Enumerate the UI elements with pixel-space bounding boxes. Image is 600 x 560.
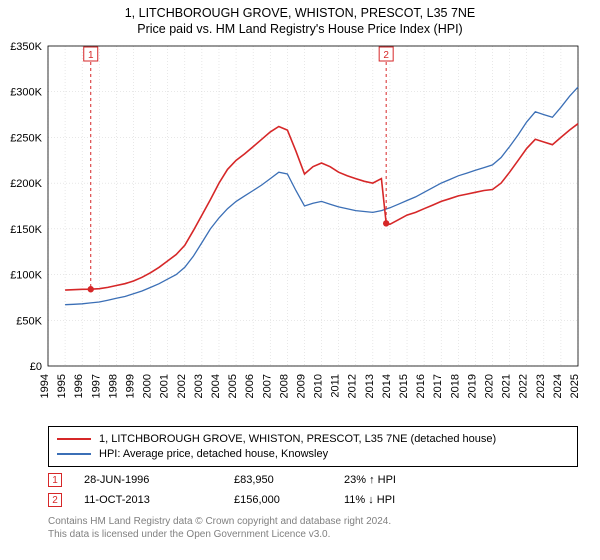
svg-text:2016: 2016: [415, 374, 427, 398]
svg-text:£150K: £150K: [10, 224, 42, 236]
svg-text:2013: 2013: [364, 374, 376, 398]
svg-text:2020: 2020: [484, 374, 496, 398]
sale-price: £83,950: [234, 474, 344, 486]
svg-text:2008: 2008: [278, 374, 290, 398]
credits-line-1: Contains HM Land Registry data © Crown c…: [48, 516, 578, 529]
svg-text:1996: 1996: [73, 374, 85, 398]
legend-swatch: [57, 438, 91, 440]
svg-text:2011: 2011: [330, 374, 342, 398]
svg-text:2002: 2002: [176, 374, 188, 398]
svg-text:£50K: £50K: [16, 315, 42, 327]
sale-hpi-delta: 11% ↓ HPI: [344, 494, 464, 506]
sale-badge: 1: [48, 473, 62, 487]
svg-text:2014: 2014: [381, 374, 393, 398]
svg-text:2024: 2024: [552, 374, 564, 398]
sale-hpi-delta: 23% ↑ HPI: [344, 474, 464, 486]
svg-text:2001: 2001: [159, 374, 171, 398]
credits-line-2: This data is licensed under the Open Gov…: [48, 529, 578, 542]
svg-text:2004: 2004: [210, 374, 222, 398]
svg-text:2021: 2021: [501, 374, 513, 398]
svg-text:£200K: £200K: [10, 178, 42, 190]
price-line-chart: £0£50K£100K£150K£200K£250K£300K£350K1994…: [48, 46, 578, 396]
sale-row: 1 28-JUN-1996£83,95023% ↑ HPI: [48, 470, 578, 490]
credits: Contains HM Land Registry data © Crown c…: [48, 516, 578, 541]
svg-text:1999: 1999: [124, 374, 136, 398]
svg-text:1995: 1995: [56, 374, 68, 398]
title-subtitle: Price paid vs. HM Land Registry's House …: [0, 22, 600, 36]
svg-text:2010: 2010: [313, 374, 325, 398]
legend-item: 1, LITCHBOROUGH GROVE, WHISTON, PRESCOT,…: [57, 431, 569, 446]
svg-text:1: 1: [88, 50, 94, 61]
svg-text:2007: 2007: [261, 374, 273, 398]
svg-text:2015: 2015: [398, 374, 410, 398]
legend-label: 1, LITCHBOROUGH GROVE, WHISTON, PRESCOT,…: [99, 433, 496, 445]
legend: 1, LITCHBOROUGH GROVE, WHISTON, PRESCOT,…: [48, 426, 578, 467]
svg-text:2017: 2017: [432, 374, 444, 398]
svg-text:1994: 1994: [39, 374, 51, 398]
sale-date: 11-OCT-2013: [84, 494, 234, 506]
svg-text:2023: 2023: [535, 374, 547, 398]
title-address: 1, LITCHBOROUGH GROVE, WHISTON, PRESCOT,…: [0, 6, 600, 20]
svg-text:£0: £0: [30, 361, 42, 373]
chart-area: £0£50K£100K£150K£200K£250K£300K£350K1994…: [48, 46, 578, 396]
sale-date: 28-JUN-1996: [84, 474, 234, 486]
sale-badge: 2: [48, 493, 62, 507]
svg-text:£250K: £250K: [10, 132, 42, 144]
svg-text:2009: 2009: [295, 374, 307, 398]
svg-text:2022: 2022: [518, 374, 530, 398]
svg-text:1997: 1997: [90, 374, 102, 398]
sales-list: 1 28-JUN-1996£83,95023% ↑ HPI 2 11-OCT-2013…: [48, 470, 578, 510]
sale-price: £156,000: [234, 494, 344, 506]
svg-text:£300K: £300K: [10, 87, 42, 99]
svg-text:2000: 2000: [142, 374, 154, 398]
legend-item: HPI: Average price, detached house, Know…: [57, 446, 569, 461]
svg-text:2: 2: [383, 50, 389, 61]
svg-text:1998: 1998: [107, 374, 119, 398]
svg-text:2019: 2019: [466, 374, 478, 398]
sale-row: 2 11-OCT-2013£156,00011% ↓ HPI: [48, 490, 578, 510]
svg-text:2006: 2006: [244, 374, 256, 398]
svg-text:£100K: £100K: [10, 270, 42, 282]
legend-swatch: [57, 453, 91, 455]
svg-text:£350K: £350K: [10, 41, 42, 53]
chart-titles: 1, LITCHBOROUGH GROVE, WHISTON, PRESCOT,…: [0, 0, 600, 36]
svg-text:2018: 2018: [449, 374, 461, 398]
svg-text:2025: 2025: [569, 374, 581, 398]
svg-text:2005: 2005: [227, 374, 239, 398]
svg-text:2003: 2003: [193, 374, 205, 398]
legend-label: HPI: Average price, detached house, Know…: [99, 448, 328, 460]
svg-text:2012: 2012: [347, 374, 359, 398]
hpi-line: [65, 87, 578, 305]
